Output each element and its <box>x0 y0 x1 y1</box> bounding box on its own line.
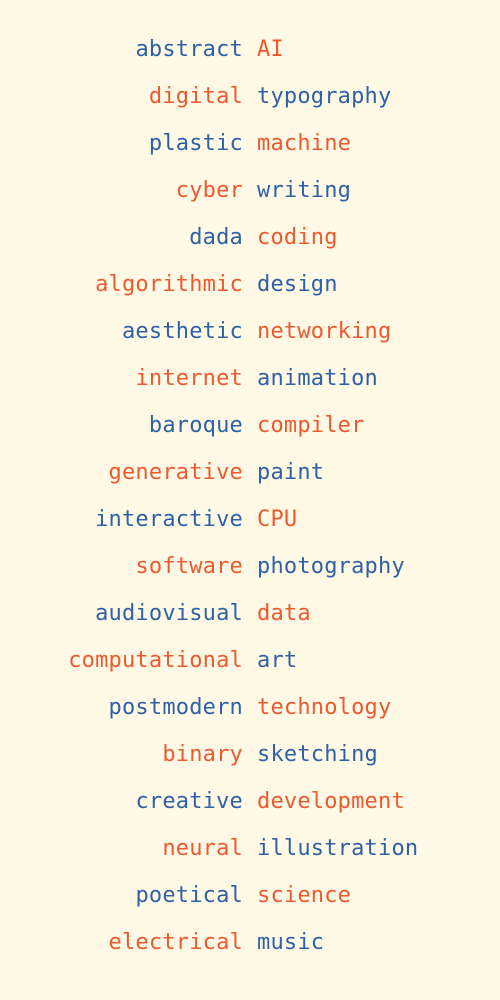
left-word: internet <box>135 366 243 391</box>
word-pair-row: internet animation <box>0 364 500 394</box>
word-pair-row: poetical science <box>0 881 500 911</box>
word-pair-row: digital typography <box>0 82 500 112</box>
word-pair-row: interactive CPU <box>0 505 500 535</box>
left-word: abstract <box>135 37 243 62</box>
left-word: cyber <box>175 178 243 203</box>
left-word: algorithmic <box>95 272 243 297</box>
left-word: dada <box>189 225 243 250</box>
word-pair-row: creative development <box>0 787 500 817</box>
right-word: compiler <box>257 413 365 438</box>
right-word: writing <box>257 178 352 203</box>
left-word: neural <box>162 836 243 861</box>
left-word: aesthetic <box>121 319 243 344</box>
left-word: creative <box>135 789 243 814</box>
word-pair-row: abstract AI <box>0 35 500 65</box>
right-word: CPU <box>257 507 298 532</box>
left-word: baroque <box>148 413 243 438</box>
right-word: AI <box>257 37 284 62</box>
word-pair-row: aesthetic networking <box>0 317 500 347</box>
right-word: photography <box>257 554 405 579</box>
right-word: sketching <box>257 742 379 767</box>
word-pair-row: algorithmic design <box>0 270 500 300</box>
right-word: art <box>257 648 298 673</box>
right-word: science <box>257 883 352 908</box>
word-pair-row: electrical music <box>0 928 500 958</box>
left-word: audiovisual <box>95 601 243 626</box>
word-pair-row: cyber writing <box>0 176 500 206</box>
left-word: interactive <box>95 507 243 532</box>
right-word: music <box>257 930 325 955</box>
left-word: electrical <box>108 930 243 955</box>
word-pair-row: postmodern technology <box>0 693 500 723</box>
right-word: typography <box>257 84 392 109</box>
word-pair-row: dada coding <box>0 223 500 253</box>
right-word: development <box>257 789 405 814</box>
right-word: data <box>257 601 311 626</box>
right-word: illustration <box>257 836 419 861</box>
right-word: animation <box>257 366 379 391</box>
left-word: postmodern <box>108 695 243 720</box>
word-pair-row: plastic machine <box>0 129 500 159</box>
right-word: technology <box>257 695 392 720</box>
left-word: plastic <box>148 131 243 156</box>
right-word: networking <box>257 319 392 344</box>
left-word: generative <box>108 460 243 485</box>
word-pair-row: binary sketching <box>0 740 500 770</box>
left-word: binary <box>162 742 243 767</box>
left-word: software <box>135 554 243 579</box>
word-pair-row: audiovisual data <box>0 599 500 629</box>
word-pair-row: computational art <box>0 646 500 676</box>
left-word: poetical <box>135 883 243 908</box>
word-pair-row: software photography <box>0 552 500 582</box>
word-pair-row: neural illustration <box>0 834 500 864</box>
word-pair-row: baroque compiler <box>0 411 500 441</box>
right-word: coding <box>257 225 338 250</box>
left-word: digital <box>148 84 243 109</box>
right-word: paint <box>257 460 325 485</box>
word-pair-row: generative paint <box>0 458 500 488</box>
left-word: computational <box>68 648 243 673</box>
right-word: design <box>257 272 338 297</box>
right-word: machine <box>257 131 352 156</box>
